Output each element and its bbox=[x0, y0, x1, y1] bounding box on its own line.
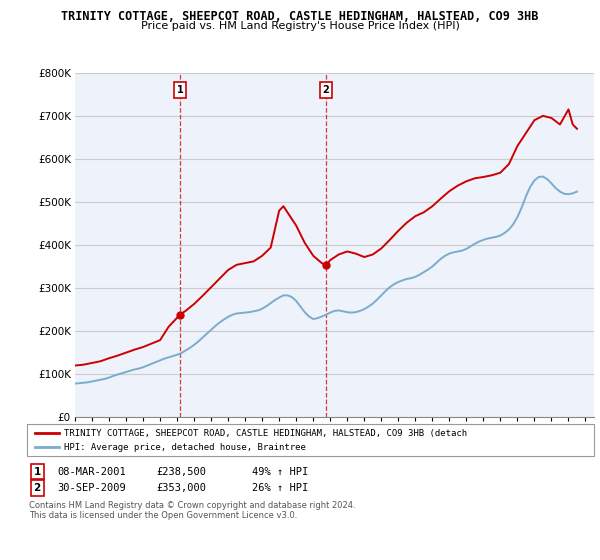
Text: £353,000: £353,000 bbox=[156, 483, 206, 493]
Text: 08-MAR-2001: 08-MAR-2001 bbox=[57, 466, 126, 477]
Text: 1: 1 bbox=[177, 85, 184, 95]
Text: HPI: Average price, detached house, Braintree: HPI: Average price, detached house, Brai… bbox=[64, 443, 305, 452]
Text: 30-SEP-2009: 30-SEP-2009 bbox=[57, 483, 126, 493]
Text: 1: 1 bbox=[34, 466, 41, 477]
Text: This data is licensed under the Open Government Licence v3.0.: This data is licensed under the Open Gov… bbox=[29, 511, 297, 520]
Text: TRINITY COTTAGE, SHEEPCOT ROAD, CASTLE HEDINGHAM, HALSTEAD, CO9 3HB: TRINITY COTTAGE, SHEEPCOT ROAD, CASTLE H… bbox=[61, 10, 539, 23]
Text: 49% ↑ HPI: 49% ↑ HPI bbox=[252, 466, 308, 477]
Text: 2: 2 bbox=[34, 483, 41, 493]
Text: TRINITY COTTAGE, SHEEPCOT ROAD, CASTLE HEDINGHAM, HALSTEAD, CO9 3HB (detach: TRINITY COTTAGE, SHEEPCOT ROAD, CASTLE H… bbox=[64, 428, 467, 437]
Text: 26% ↑ HPI: 26% ↑ HPI bbox=[252, 483, 308, 493]
Text: Price paid vs. HM Land Registry's House Price Index (HPI): Price paid vs. HM Land Registry's House … bbox=[140, 21, 460, 31]
Text: 2: 2 bbox=[323, 85, 329, 95]
Text: Contains HM Land Registry data © Crown copyright and database right 2024.: Contains HM Land Registry data © Crown c… bbox=[29, 501, 355, 510]
Text: £238,500: £238,500 bbox=[156, 466, 206, 477]
